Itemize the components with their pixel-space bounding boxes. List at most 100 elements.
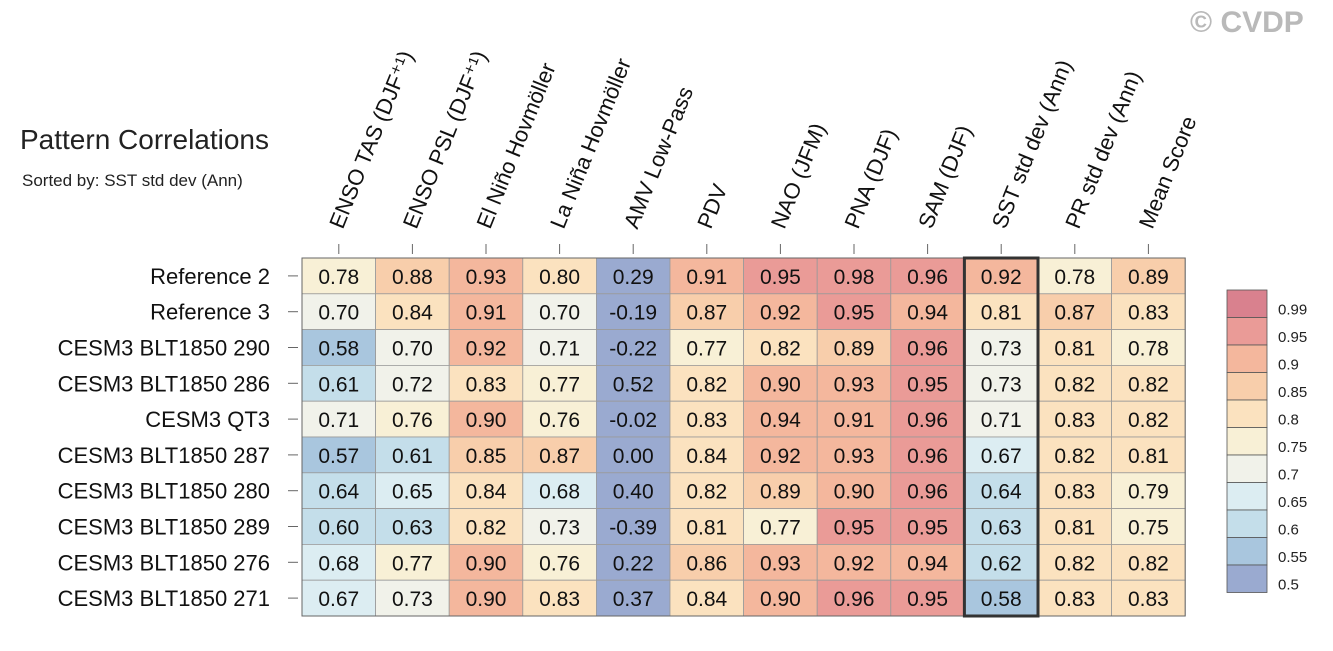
heatmap-cell — [301, 329, 376, 366]
cell-value-label: 0.93 — [834, 445, 875, 468]
column-label: Mean Score — [1134, 113, 1202, 232]
row-label: CESM3 QT3 — [145, 407, 270, 432]
cell-value-label: 0.79 — [1128, 481, 1169, 504]
colorbar-segment — [1226, 564, 1268, 593]
cell-value-label: 0.83 — [1128, 302, 1169, 325]
cell-value-label: 0.82 — [686, 481, 727, 504]
cell-value-label: 0.82 — [686, 373, 727, 396]
cell-value-label: 0.75 — [1128, 517, 1169, 540]
column-label: AMV Low-Pass — [619, 83, 699, 232]
heatmap-cell — [596, 293, 671, 330]
colorbar-tick-label: 0.65 — [1278, 494, 1307, 511]
colorbar-tick-label: 0.85 — [1278, 384, 1307, 401]
heatmap-cell — [522, 400, 597, 438]
cell-value-label: 0.83 — [1128, 588, 1169, 611]
heatmap-cell — [890, 293, 965, 330]
cell-value-label: 0.64 — [318, 481, 359, 504]
heatmap-cell — [1111, 508, 1186, 545]
heatmap-cell — [669, 579, 744, 617]
cell-value-label: 0.82 — [1128, 552, 1169, 575]
cell-value-label: 0.40 — [613, 481, 654, 504]
cell-value-label: 0.89 — [834, 338, 875, 361]
cell-value-label: 0.82 — [1054, 373, 1095, 396]
cell-value-label: 0.96 — [907, 338, 948, 361]
row-label: CESM3 BLT1850 290 — [58, 336, 270, 361]
cell-value-label: 0.73 — [539, 517, 580, 540]
cell-value-label: -0.19 — [609, 302, 657, 325]
heatmap-cell — [301, 544, 376, 581]
cell-value-label: 0.84 — [466, 481, 507, 504]
cell-value-label: 0.90 — [466, 588, 507, 611]
cell-value-label: 0.68 — [539, 481, 580, 504]
column-label: PNA (DJF) — [839, 125, 902, 232]
heatmap-cell — [596, 436, 671, 474]
heatmap-cell — [375, 579, 450, 617]
heatmap-cell — [596, 364, 671, 402]
cell-value-label: 0.65 — [392, 481, 433, 504]
heatmap-cell — [1111, 257, 1186, 295]
cell-value-label: 0.95 — [907, 588, 948, 611]
heatmap-cell — [669, 436, 744, 474]
cell-value-label: 0.93 — [466, 266, 507, 289]
cell-value-label: 0.70 — [539, 302, 580, 325]
cell-value-label: 0.78 — [1054, 266, 1095, 289]
cell-value-label: 0.70 — [392, 338, 433, 361]
heatmap-cell — [743, 364, 818, 402]
heatmap-cell — [375, 257, 450, 295]
cell-value-label: 0.00 — [613, 445, 654, 468]
cell-value-label: 0.84 — [686, 445, 727, 468]
colorbar-tick-label: 0.8 — [1278, 412, 1299, 429]
row-label: CESM3 BLT1850 271 — [58, 586, 270, 611]
heatmap-cell — [375, 472, 450, 509]
heatmap-cell — [669, 293, 744, 330]
cell-value-label: 0.81 — [1128, 445, 1169, 468]
column-label: El Niño Hovmöller — [471, 59, 560, 232]
heatmap-cell — [596, 579, 671, 617]
cell-value-label: 0.62 — [981, 552, 1022, 575]
cell-value-label: 0.77 — [686, 338, 727, 361]
cell-value-label: 0.83 — [1054, 481, 1095, 504]
heatmap-cell — [890, 329, 965, 366]
cell-value-label: 0.94 — [760, 409, 801, 432]
cell-value-label: 0.57 — [318, 445, 359, 468]
cell-value-label: 0.82 — [1128, 409, 1169, 432]
colorbar-tick-label: 0.99 — [1278, 302, 1307, 319]
row-label: CESM3 BLT1850 276 — [58, 550, 270, 575]
colorbar-tick-label: 0.6 — [1278, 522, 1299, 539]
cell-value-label: 0.73 — [981, 373, 1022, 396]
cell-value-label: 0.96 — [834, 588, 875, 611]
row-label: CESM3 BLT1850 280 — [58, 479, 270, 504]
heatmap-cell — [890, 472, 965, 509]
heatmap-cell — [1037, 436, 1112, 474]
heatmap-cell — [1111, 329, 1186, 366]
heatmap-cell — [1037, 257, 1112, 295]
cell-value-label: 0.70 — [318, 302, 359, 325]
colorbar-segment — [1226, 537, 1268, 566]
cell-value-label: 0.81 — [981, 302, 1022, 325]
cell-value-label: 0.95 — [907, 373, 948, 396]
heatmap-cell — [890, 508, 965, 545]
heatmap-cell — [301, 364, 376, 402]
heatmap-cell — [375, 364, 450, 402]
heatmap-cell — [596, 400, 671, 438]
row-label: Reference 3 — [150, 300, 270, 325]
heatmap-cell — [816, 436, 892, 474]
row-label: Reference 2 — [150, 264, 270, 289]
colorbar-tick-label: 0.55 — [1278, 549, 1307, 566]
cell-value-label: 0.76 — [392, 409, 433, 432]
heatmap-cell — [743, 579, 818, 617]
cell-value-label: 0.72 — [392, 373, 433, 396]
cell-value-label: 0.67 — [981, 445, 1022, 468]
cell-value-label: 0.81 — [1054, 517, 1095, 540]
cell-value-label: 0.92 — [981, 266, 1022, 289]
cell-value-label: 0.95 — [834, 517, 875, 540]
cell-value-label: 0.90 — [760, 373, 801, 396]
watermark: © CVDP — [1190, 6, 1304, 39]
cell-value-label: -0.22 — [609, 338, 657, 361]
cell-value-label: 0.98 — [834, 266, 875, 289]
heatmap-cell — [669, 508, 744, 545]
colorbar-segment — [1226, 344, 1268, 373]
colorbar-tick-label: 0.7 — [1278, 467, 1299, 484]
heatmap-cell — [1037, 579, 1112, 617]
cell-value-label: 0.83 — [1054, 588, 1095, 611]
